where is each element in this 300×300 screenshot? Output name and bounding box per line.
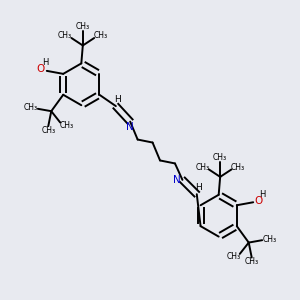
- Text: CH₃: CH₃: [213, 153, 227, 162]
- Text: CH₃: CH₃: [227, 252, 241, 261]
- Text: CH₃: CH₃: [94, 31, 108, 40]
- Text: N: N: [126, 122, 134, 132]
- Text: CH₃: CH₃: [41, 126, 55, 135]
- Text: H: H: [195, 183, 202, 192]
- Text: CH₃: CH₃: [231, 163, 245, 172]
- Text: CH₃: CH₃: [262, 235, 277, 244]
- Text: CH₃: CH₃: [245, 257, 259, 266]
- Text: H: H: [114, 95, 121, 104]
- Text: CH₃: CH₃: [58, 31, 72, 40]
- Text: CH₃: CH₃: [195, 163, 209, 172]
- Text: H: H: [42, 58, 48, 67]
- Text: O: O: [37, 64, 45, 74]
- Text: N: N: [173, 176, 181, 185]
- Text: H: H: [259, 190, 266, 199]
- Text: O: O: [254, 196, 263, 206]
- Text: CH₃: CH₃: [59, 121, 73, 130]
- Text: CH₃: CH₃: [76, 22, 90, 31]
- Text: CH₃: CH₃: [23, 103, 38, 112]
